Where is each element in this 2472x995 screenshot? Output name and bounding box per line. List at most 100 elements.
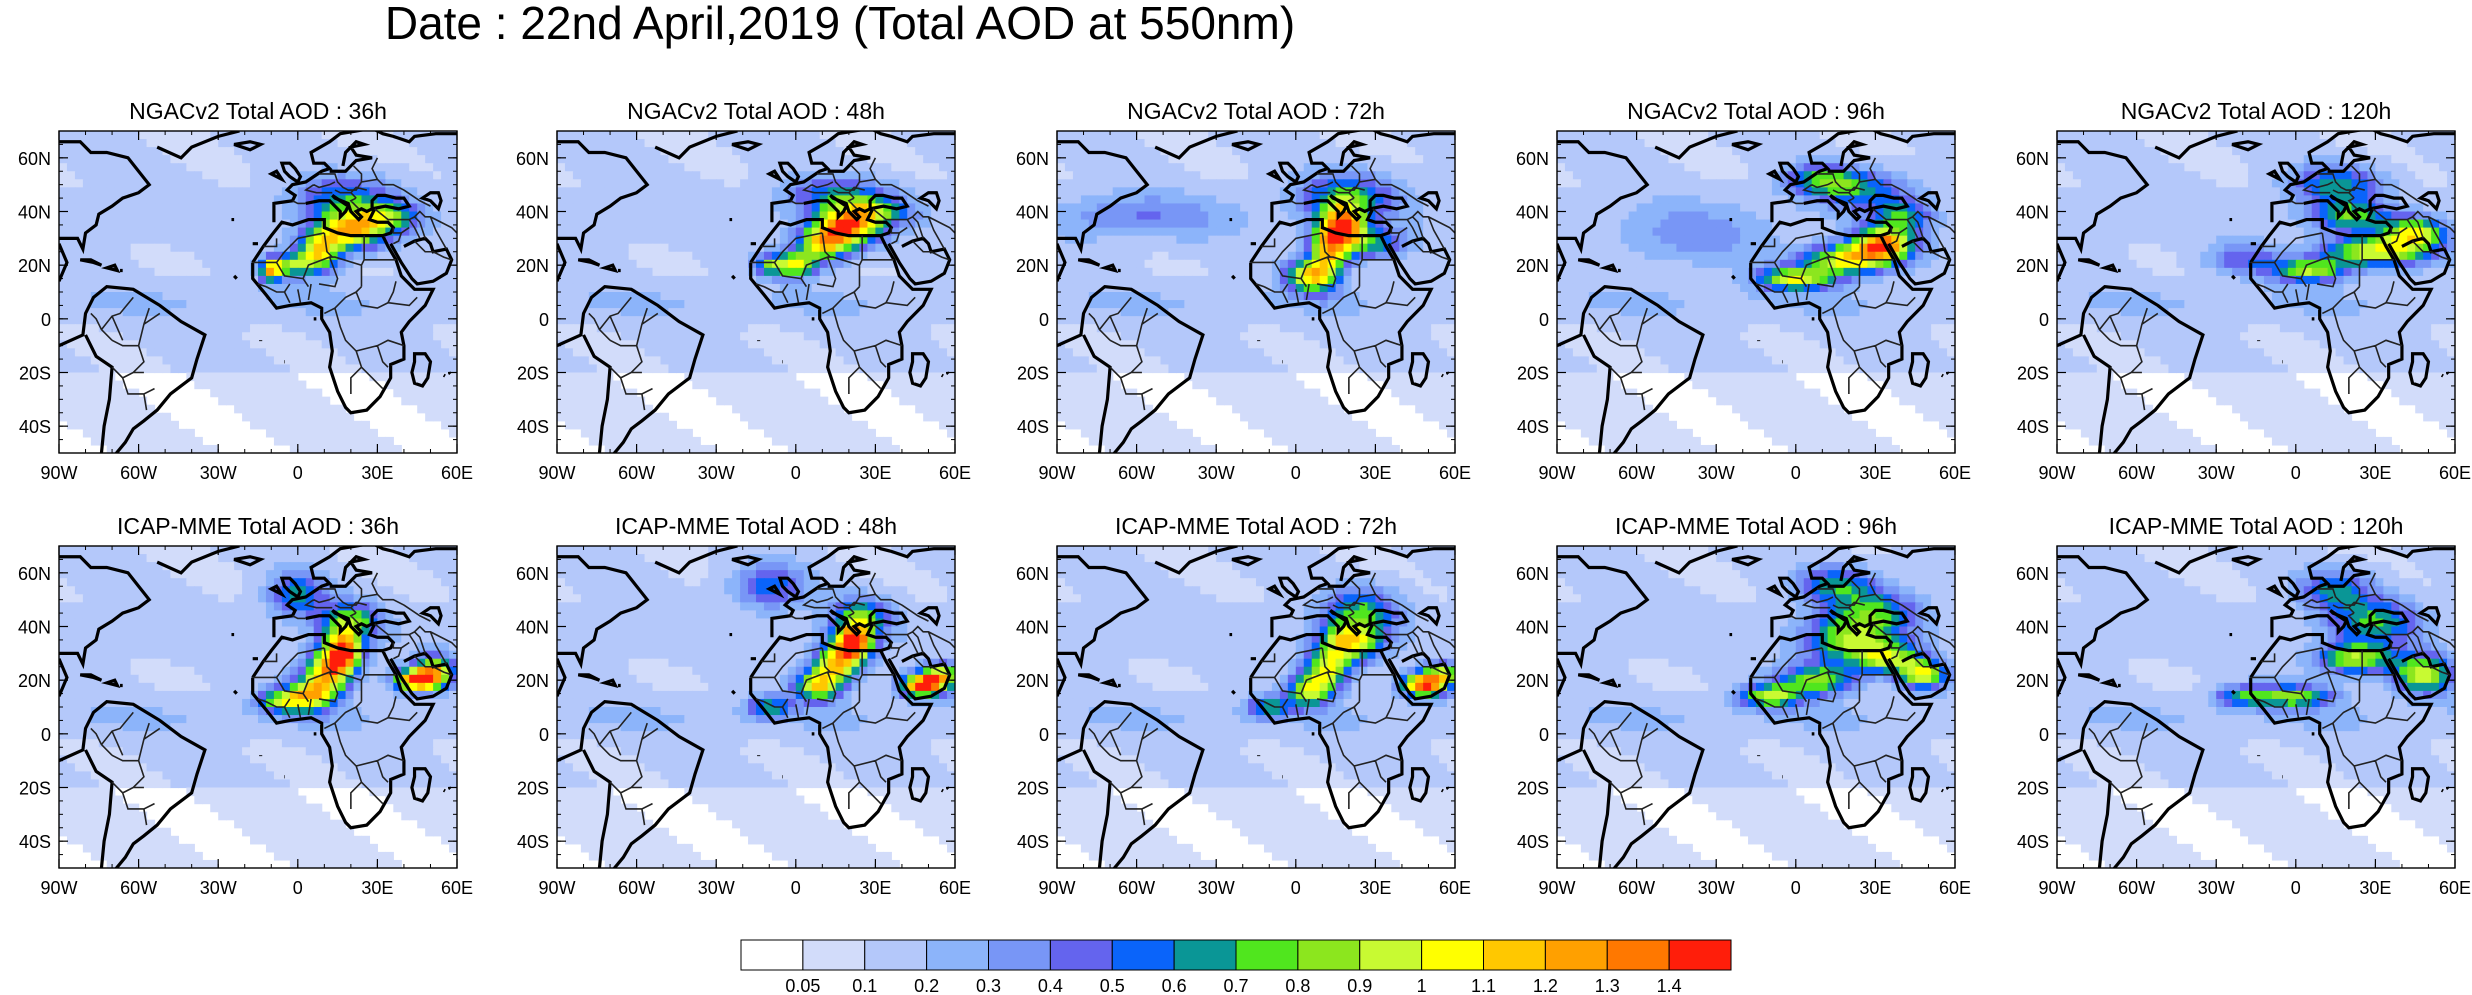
map-panel: 90W 60W 30W 0 30E 60E 60N 40N 20N 0 20S 40S ICAP-MME…	[1516, 513, 1971, 898]
y-tick-label: 0	[539, 725, 549, 745]
y-tick-label: 60N	[1516, 564, 1549, 584]
x-tick-label: 90W	[1038, 463, 1075, 483]
x-tick-label: 90W	[538, 463, 575, 483]
colorbar-label: 0.2	[914, 976, 939, 995]
y-tick-label: 0	[1039, 725, 1049, 745]
colorbar-swatch	[988, 939, 1051, 971]
x-tick-label: 90W	[1538, 463, 1575, 483]
y-tick-label: 0	[1539, 310, 1549, 330]
panel-title: NGACv2 Total AOD : 72h	[1127, 98, 1385, 124]
y-tick-label: 20N	[1016, 256, 1049, 276]
x-tick-label: 0	[293, 878, 303, 898]
x-tick-label: 90W	[2038, 463, 2075, 483]
y-tick-label: 40N	[2016, 618, 2049, 638]
y-tick-label: 20S	[517, 779, 549, 799]
aod-field	[2057, 546, 2455, 868]
y-tick-label: 20N	[1016, 671, 1049, 691]
colorbar-label: 1.2	[1533, 976, 1558, 995]
y-tick-label: 0	[2039, 725, 2049, 745]
x-tick-label: 0	[2291, 878, 2301, 898]
x-tick-label: 60E	[939, 463, 971, 483]
x-tick-label: 60E	[1939, 463, 1971, 483]
panel-title: NGACv2 Total AOD : 96h	[1627, 98, 1885, 124]
x-tick-label: 90W	[538, 878, 575, 898]
colorbar-swatch	[1173, 939, 1237, 971]
y-tick-label: 20N	[2016, 256, 2049, 276]
x-tick-label: 60E	[1939, 878, 1971, 898]
map-panel: 90W 60W 30W 0 30E 60E 60N 40N 20N 0 20S 40S ICAP-MME…	[1016, 513, 1471, 898]
y-tick-label: 40S	[2017, 832, 2049, 852]
colorbar-swatch	[1606, 939, 1670, 971]
panel-title: ICAP-MME Total AOD : 36h	[117, 513, 399, 539]
y-tick-label: 40N	[1516, 618, 1549, 638]
x-tick-label: 30W	[1198, 463, 1235, 483]
colorbar-swatch	[1235, 939, 1299, 971]
x-tick-label: 90W	[1538, 878, 1575, 898]
colorbar-label: 0.9	[1347, 976, 1372, 995]
map-panel: 90W 60W 30W 0 30E 60E 60N 40N 20N 0 20S 40S NGACv2 T…	[1516, 98, 1971, 483]
x-tick-label: 60W	[1618, 878, 1655, 898]
panel-title: NGACv2 Total AOD : 48h	[627, 98, 885, 124]
aod-field	[1057, 131, 1455, 453]
y-tick-label: 40N	[1516, 203, 1549, 223]
y-tick-label: 0	[41, 310, 51, 330]
x-tick-label: 30W	[1698, 463, 1735, 483]
colorbar-swatch	[1483, 939, 1546, 971]
y-tick-label: 0	[41, 725, 51, 745]
x-tick-label: 0	[791, 878, 801, 898]
y-tick-label: 40S	[517, 417, 549, 437]
x-tick-label: 60E	[441, 463, 473, 483]
y-tick-label: 0	[539, 310, 549, 330]
x-tick-label: 30E	[859, 463, 891, 483]
colorbar-label: 1.3	[1595, 976, 1620, 995]
y-tick-label: 20N	[1516, 671, 1549, 691]
y-tick-label: 60N	[2016, 149, 2049, 169]
x-tick-label: 0	[1291, 463, 1301, 483]
map-panel: 90W 60W 30W 0 30E 60E 60N 40N 20N 0 20S 40S ICAP-MME…	[18, 513, 473, 898]
y-tick-label: 40S	[1017, 832, 1049, 852]
x-tick-label: 30E	[1859, 878, 1891, 898]
x-tick-label: 60W	[120, 463, 157, 483]
y-tick-label: 0	[1539, 725, 1549, 745]
x-tick-label: 30E	[1359, 463, 1391, 483]
y-tick-label: 40N	[516, 618, 549, 638]
x-tick-label: 60E	[2439, 878, 2471, 898]
y-tick-label: 20N	[516, 256, 549, 276]
y-tick-label: 40S	[19, 832, 51, 852]
x-tick-label: 30E	[2359, 463, 2391, 483]
y-tick-label: 20S	[2017, 364, 2049, 384]
colorbar-swatch	[1544, 939, 1608, 971]
x-tick-label: 30E	[859, 878, 891, 898]
y-tick-label: 60N	[1016, 564, 1049, 584]
y-tick-label: 40N	[516, 203, 549, 223]
panel-title: ICAP-MME Total AOD : 72h	[1115, 513, 1397, 539]
x-tick-label: 90W	[1038, 878, 1075, 898]
x-tick-label: 60W	[618, 463, 655, 483]
map-panel: 90W 60W 30W 0 30E 60E 60N 40N 20N 0 20S 40S ICAP-MME…	[2016, 513, 2471, 898]
colorbar-label: 0.6	[1162, 976, 1187, 995]
x-tick-label: 30W	[200, 878, 237, 898]
x-tick-label: 60E	[441, 878, 473, 898]
aod-field	[557, 131, 955, 453]
x-tick-label: 60E	[1439, 463, 1471, 483]
x-tick-label: 30W	[698, 463, 735, 483]
y-tick-label: 20S	[2017, 779, 2049, 799]
y-tick-label: 20N	[1516, 256, 1549, 276]
aod-field	[2057, 131, 2455, 453]
colorbar-label: 1.4	[1657, 976, 1682, 995]
colorbar-label: 0.05	[785, 976, 820, 995]
x-tick-label: 30W	[2198, 463, 2235, 483]
y-tick-label: 40S	[517, 832, 549, 852]
aod-field	[1557, 131, 1955, 453]
y-tick-label: 0	[1039, 310, 1049, 330]
colorbar-swatch	[1297, 939, 1361, 971]
map-panel: 90W 60W 30W 0 30E 60E 60N 40N 20N 0 20S 40S NGACv2 T…	[1016, 98, 1471, 483]
aod-field	[1057, 546, 1455, 868]
y-tick-label: 20S	[1017, 364, 1049, 384]
y-tick-label: 20N	[516, 671, 549, 691]
y-tick-label: 60N	[1516, 149, 1549, 169]
y-tick-label: 40N	[18, 618, 51, 638]
colorbar-label: 0.7	[1223, 976, 1248, 995]
x-tick-label: 0	[1291, 878, 1301, 898]
